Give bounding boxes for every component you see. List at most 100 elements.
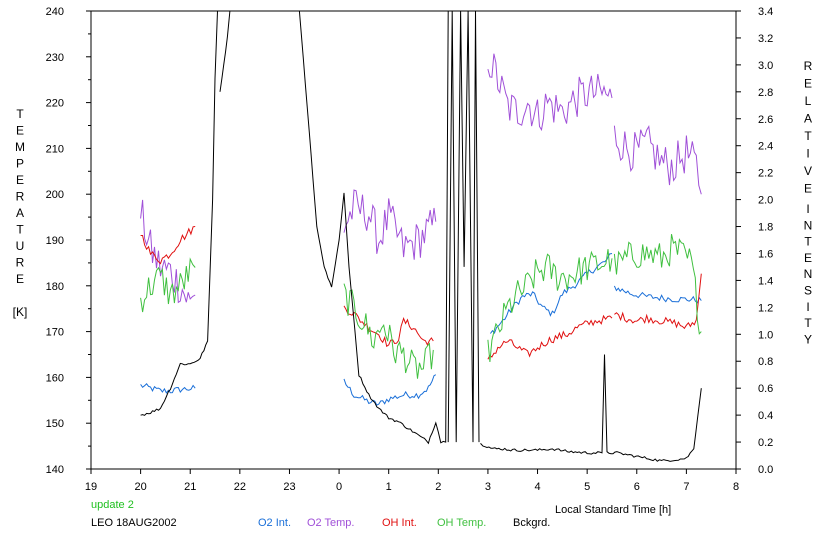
y-left-label-letter: M (15, 140, 25, 154)
series-line-oh-int (614, 273, 702, 330)
series-line-o2-temp (487, 53, 613, 132)
y-left-tick-label: 240 (46, 6, 64, 18)
y-right-tick-label: 0.2 (758, 437, 773, 449)
y-left-tick-label: 180 (46, 281, 64, 293)
y-right-tick-label: 0.0 (758, 464, 773, 476)
update-note: update 2 (91, 499, 134, 511)
y-left-label-letter: P (16, 157, 24, 171)
y-right-tick-label: 0.6 (758, 383, 773, 395)
x-tick-label: 21 (184, 481, 196, 493)
legend-item-o2-int: O2 Int. (258, 517, 291, 529)
station-note: LEO 18AUG2002 (91, 517, 177, 529)
x-tick-label: 7 (683, 481, 689, 493)
series-line-bckgrd (140, 10, 218, 416)
legend: O2 Int. O2 Temp. OH Int. OH Temp. Bckgrd. (258, 517, 550, 529)
series-layer (140, 10, 702, 462)
y-right-label-letter: N (804, 218, 813, 232)
y-right-tick-label: 2.8 (758, 87, 773, 99)
y-right-label-letter: T (804, 316, 812, 330)
y-left-label-letter: T (16, 223, 24, 237)
y-right-label-letter: I (806, 300, 809, 314)
series-line-o2-temp (613, 124, 702, 195)
y-left-tick-label: 140 (46, 464, 64, 476)
series-line-o2-temp (140, 199, 196, 304)
y-right-label-letter: R (804, 59, 813, 73)
series-line-oh-temp (343, 283, 434, 379)
x-tick-label: 4 (534, 481, 540, 493)
labels-layer: Local Standard Time [h] update 2 LEO 18A… (13, 59, 813, 529)
y-right-tick-label: 3.2 (758, 33, 773, 45)
y-right-tick-label: 1.6 (758, 248, 773, 260)
x-tick-label: 8 (733, 481, 739, 493)
y-left-label-letter: R (16, 256, 25, 270)
y-right-tick-label: 1.0 (758, 329, 773, 341)
series-line-oh-temp (613, 233, 702, 335)
x-tick-label: 1 (386, 481, 392, 493)
y-left-label-letter: E (16, 173, 24, 187)
y-right-tick-label: 2.6 (758, 114, 773, 126)
y-left-tick-label: 150 (46, 418, 64, 430)
x-tick-label: 20 (134, 481, 146, 493)
y-right-label-letter: V (804, 164, 812, 178)
y-right-tick-label: 1.2 (758, 302, 773, 314)
y-left-tick-label: 170 (46, 327, 64, 339)
series-line-bckgrd (219, 10, 231, 92)
series-line-o2-int (613, 285, 702, 304)
y-left-label-letter: T (16, 107, 24, 121)
y-right-tick-label: 3.0 (758, 60, 773, 72)
series-line-o2-temp (343, 189, 437, 260)
legend-item-oh-temp: OH Temp. (437, 517, 486, 529)
x-tick-label: 19 (85, 481, 97, 493)
series-line-o2-int (343, 374, 437, 406)
y-right-label-letter: I (806, 147, 809, 161)
y-right-tick-label: 1.4 (758, 275, 773, 287)
series-line-oh-int (487, 314, 613, 360)
series-line-oh-temp (487, 249, 613, 363)
y-right-label-letter: E (804, 77, 812, 91)
y-right-label-letter: E (804, 251, 812, 265)
legend-item-o2-temp: O2 Temp. (307, 517, 355, 529)
x-tick-label: 3 (485, 481, 491, 493)
y-right-tick-label: 0.4 (758, 410, 773, 422)
y-right-label-letter: A (804, 112, 812, 126)
y-right-label-letter: N (804, 267, 813, 281)
legend-item-oh-int: OH Int. (382, 517, 417, 529)
series-line-o2-int (489, 253, 613, 334)
y-right-label-letter: I (806, 202, 809, 216)
y-right-label-letter: L (805, 94, 812, 108)
series-line-bckgrd-spikes (447, 10, 480, 443)
series-line-oh-int (343, 305, 434, 348)
x-tick-label: 2 (435, 481, 441, 493)
y-left-tick-label: 160 (46, 372, 64, 384)
y-right-tick-label: 2.2 (758, 168, 773, 180)
y-left-tick-label: 230 (46, 52, 64, 64)
y-left-tick-label: 190 (46, 235, 64, 247)
y-left-tick-label: 210 (46, 143, 64, 155)
y-left-label-letter: E (16, 272, 24, 286)
y-right-tick-label: 3.4 (758, 6, 773, 18)
x-tick-label: 6 (634, 481, 640, 493)
y-left-label-letter: U (16, 239, 25, 253)
y-right-label-letter: S (804, 284, 812, 298)
x-tick-label: 23 (283, 481, 295, 493)
y-right-tick-label: 2.0 (758, 195, 773, 207)
y-right-tick-label: 2.4 (758, 141, 773, 153)
y-right-label-letter: T (804, 129, 812, 143)
y-left-tick-label: 200 (46, 189, 64, 201)
axes-layer: 19 20 21 22 23 0 1 2 3 4 5 6 7 8140150160170180190200… (46, 6, 774, 493)
x-tick-label: 5 (584, 481, 590, 493)
y-left-label-letter: R (16, 190, 25, 204)
series-line-bckgrd (480, 354, 702, 462)
y-left-label-letter: A (16, 206, 24, 220)
x-tick-label: 22 (234, 481, 246, 493)
legend-item-bckgrd: Bckgrd. (513, 517, 550, 529)
y-right-tick-label: 1.8 (758, 222, 773, 234)
y-left-label-letter: E (16, 124, 24, 138)
y-right-tick-label: 0.8 (758, 356, 773, 368)
y-left-tick-label: 220 (46, 98, 64, 110)
y-right-label-letter: E (804, 182, 812, 196)
y-right-label-letter: T (804, 235, 812, 249)
series-line-o2-int (140, 383, 196, 394)
x-axis-label: Local Standard Time [h] (555, 504, 671, 516)
